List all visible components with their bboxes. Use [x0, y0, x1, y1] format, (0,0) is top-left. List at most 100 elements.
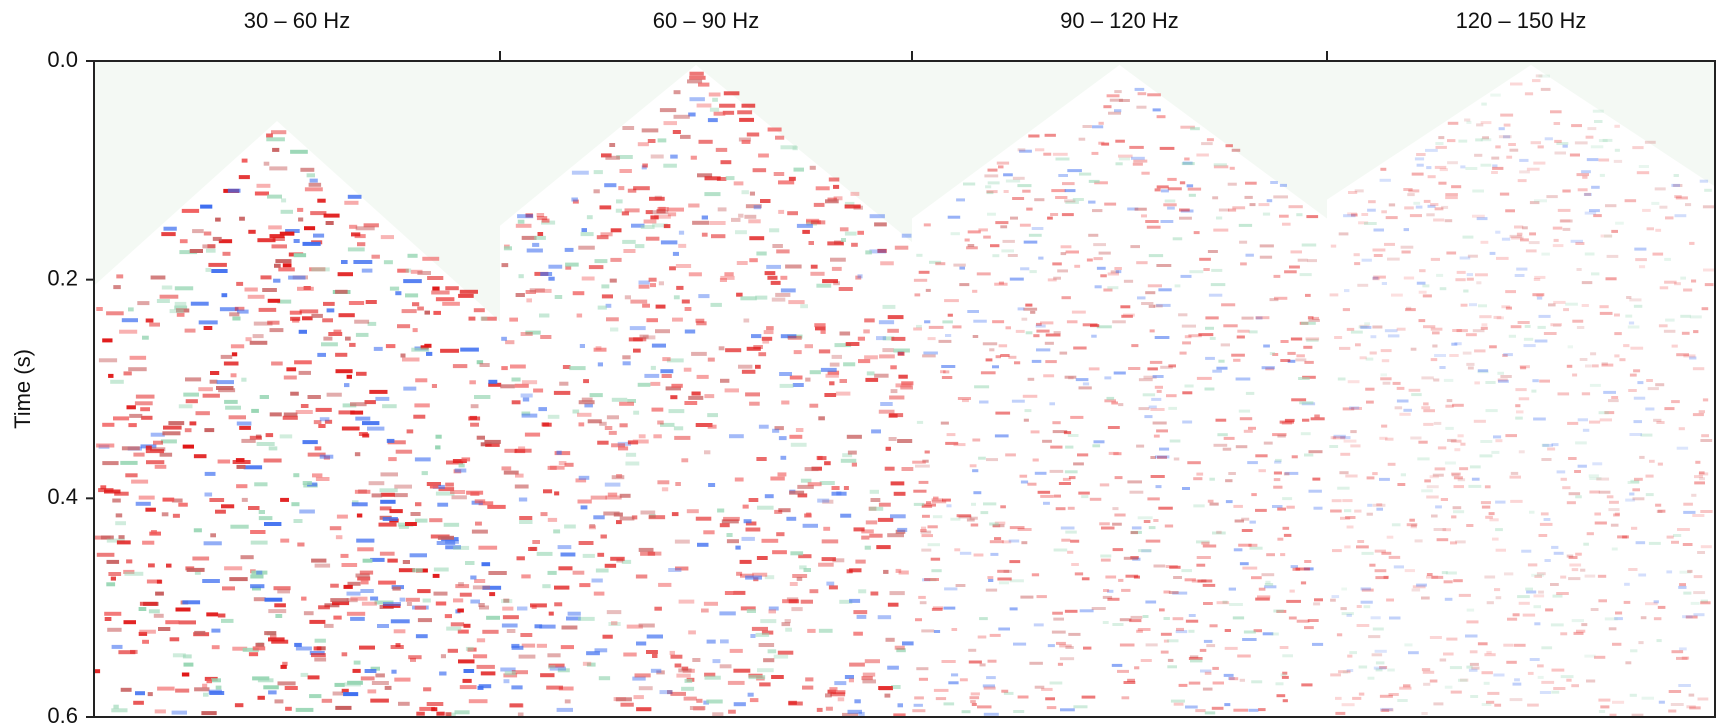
seismic-wiggle: [1080, 609, 1094, 612]
seismic-wiggle: [1682, 615, 1693, 618]
seismic-wiggle: [1280, 359, 1290, 362]
seismic-wiggle: [676, 674, 690, 678]
seismic-wiggle: [805, 378, 810, 382]
seismic-wiggle: [1635, 258, 1647, 261]
seismic-wiggle: [734, 181, 744, 185]
seismic-wiggle: [179, 620, 196, 624]
seismic-wiggle: [410, 658, 416, 662]
seismic-wiggle: [458, 294, 474, 298]
seismic-wiggle: [1107, 397, 1115, 400]
seismic-wiggle: [283, 416, 298, 420]
seismic-wiggle: [1497, 372, 1504, 375]
seismic-wiggle: [1625, 499, 1635, 502]
seismic-wiggle: [434, 568, 449, 572]
seismic-wiggle: [464, 669, 475, 673]
seismic-wiggle: [726, 176, 735, 180]
seismic-wiggle: [1285, 419, 1295, 422]
seismic-wiggle: [789, 599, 799, 603]
seismic-wiggle: [789, 177, 796, 181]
seismic-wiggle: [479, 606, 489, 610]
seismic-wiggle: [173, 514, 180, 518]
seismic-wiggle: [1705, 283, 1714, 286]
seismic-wiggle: [553, 529, 560, 533]
seismic-wiggle: [1130, 491, 1144, 494]
seismic-wiggle: [916, 254, 922, 257]
seismic-wiggle: [241, 378, 246, 382]
seismic-wiggle: [316, 477, 330, 481]
seismic-wiggle: [1403, 188, 1412, 191]
seismic-wiggle: [896, 383, 912, 387]
seismic-wiggle: [1426, 213, 1434, 216]
seismic-wiggle: [1608, 508, 1619, 511]
seismic-wiggle: [945, 334, 951, 337]
seismic-wiggle: [1312, 478, 1320, 481]
seismic-wiggle: [96, 307, 103, 311]
seismic-wiggle: [1668, 710, 1676, 713]
seismic-wiggle: [270, 328, 284, 332]
seismic-wiggle: [840, 227, 849, 231]
seismic-wiggle: [203, 693, 209, 697]
seismic-wiggle: [1519, 397, 1530, 400]
seismic-wiggle: [360, 571, 373, 575]
seismic-wiggle: [1444, 379, 1453, 382]
seismic-wiggle: [1424, 479, 1431, 482]
seismic-wiggle: [1529, 232, 1536, 235]
seismic-wiggle: [1010, 526, 1025, 529]
seismic-wiggle: [1366, 401, 1374, 404]
seismic-wiggle: [704, 394, 714, 398]
seismic-wiggle: [339, 410, 355, 414]
seismic-wiggle: [650, 382, 660, 386]
seismic-wiggle: [1481, 121, 1492, 124]
seismic-wiggle: [1599, 710, 1605, 713]
seismic-wiggle: [274, 264, 281, 268]
seismic-wiggle: [538, 232, 544, 236]
seismic-wiggle: [111, 708, 127, 712]
seismic-wiggle: [750, 634, 755, 638]
seismic-wiggle: [1302, 244, 1317, 247]
seismic-wiggle: [300, 168, 314, 172]
seismic-wiggle: [1600, 312, 1613, 315]
seismic-wiggle: [1158, 288, 1171, 291]
seismic-wiggle: [1131, 616, 1143, 619]
seismic-wiggle: [285, 707, 292, 711]
seismic-wiggle: [1128, 367, 1140, 370]
seismic-wiggle: [1446, 572, 1457, 575]
seismic-wiggle: [502, 607, 513, 611]
seismic-wiggle: [102, 423, 114, 427]
seismic-wiggle: [1343, 308, 1350, 311]
seismic-wiggle: [670, 395, 677, 399]
seismic-wiggle: [510, 365, 526, 369]
seismic-wiggle: [1030, 311, 1035, 314]
seismic-wiggle: [1013, 710, 1024, 713]
seismic-wiggle: [706, 700, 722, 704]
seismic-wiggle: [1031, 430, 1040, 433]
seismic-wiggle: [1575, 495, 1582, 498]
seismic-wiggle: [1665, 216, 1674, 219]
seismic-wiggle: [1426, 166, 1431, 169]
seismic-wiggle: [738, 365, 752, 369]
seismic-wiggle: [680, 135, 691, 139]
seismic-wiggle: [375, 673, 385, 677]
seismic-wiggle: [1329, 445, 1338, 448]
seismic-wiggle: [1255, 454, 1267, 457]
seismic-wiggle: [1469, 669, 1478, 672]
seismic-wiggle: [720, 523, 730, 527]
seismic-wiggle: [1114, 514, 1125, 517]
seismic-wiggle: [1496, 549, 1506, 552]
seismic-wiggle: [1114, 90, 1121, 93]
seismic-wiggle: [532, 243, 539, 247]
seismic-wiggle: [1250, 521, 1256, 524]
seismic-wiggle: [378, 581, 396, 585]
seismic-wiggle: [382, 404, 397, 408]
seismic-wiggle: [1491, 157, 1499, 160]
seismic-wiggle: [1528, 672, 1534, 675]
seismic-wiggle: [1147, 226, 1161, 229]
seismic-wiggle: [1229, 588, 1236, 591]
seismic-wiggle: [891, 389, 898, 393]
seismic-wiggle: [1239, 241, 1247, 244]
seismic-wiggle: [1506, 661, 1517, 664]
seismic-wiggle: [350, 597, 367, 601]
seismic-wiggle: [1182, 391, 1192, 394]
seismic-wiggle: [106, 582, 115, 586]
seismic-wiggle: [1693, 330, 1698, 333]
